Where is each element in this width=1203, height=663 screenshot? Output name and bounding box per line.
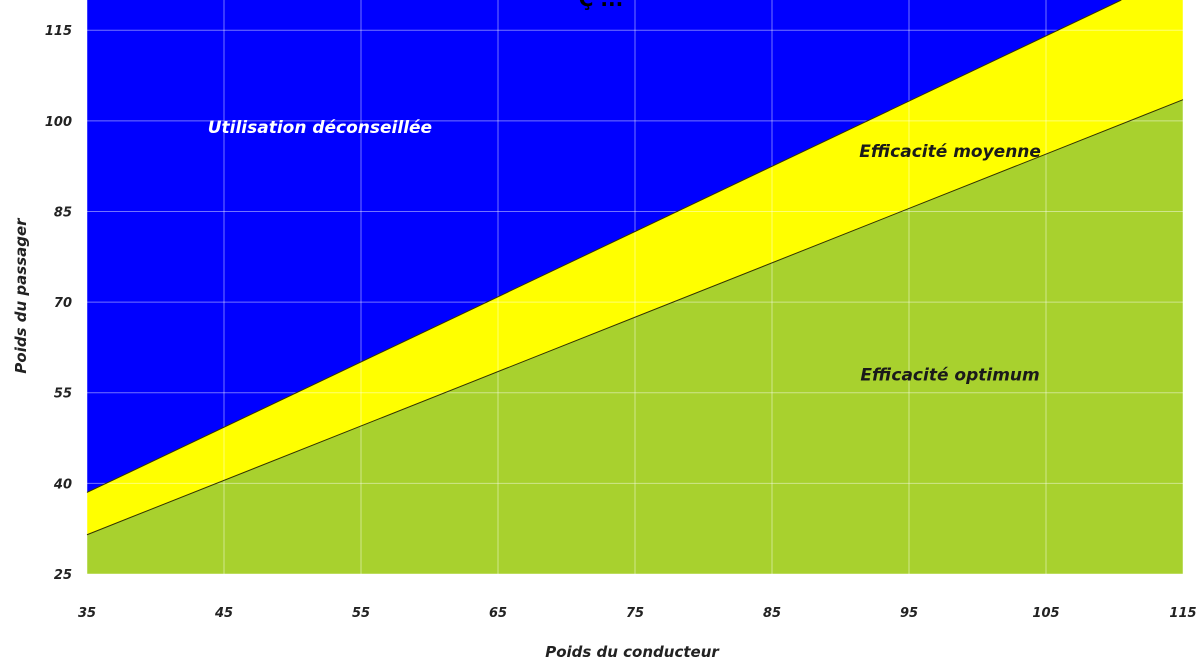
x-tick-label: 45 <box>214 606 233 621</box>
plot-area <box>86 0 1184 575</box>
x-tick-label: 85 <box>763 606 781 621</box>
x-tick-label: 75 <box>626 606 644 621</box>
label-efficacite-optimum: Efficacité optimum <box>860 366 1039 386</box>
x-tick-label: 95 <box>900 606 918 621</box>
y-axis-title: Poids du passager <box>12 217 30 374</box>
x-axis-title: Poids du conducteur <box>545 643 720 661</box>
label-efficacite-moyenne: Efficacité moyenne <box>859 142 1041 162</box>
grid-lines <box>86 0 1184 575</box>
upper-boundary-line <box>86 0 1122 493</box>
x-tick-label: 55 <box>352 606 370 621</box>
x-tick-label: 105 <box>1032 606 1059 621</box>
y-tick-label: 70 <box>54 296 72 311</box>
x-tick-label: 115 <box>1169 606 1196 621</box>
y-tick-label: 100 <box>45 115 72 130</box>
y-tick-label: 40 <box>53 477 72 492</box>
y-tick-label: 85 <box>54 205 72 220</box>
region-efficacite-moyenne <box>87 0 1183 535</box>
x-tick-label: 35 <box>78 606 96 621</box>
y-tick-label: 115 <box>45 24 72 39</box>
x-axis-ticks: 35 45 55 65 75 85 95 105 115 <box>78 606 1197 621</box>
y-tick-label: 55 <box>54 387 72 402</box>
label-utilisation-deconseillee: Utilisation déconseillée <box>208 118 432 138</box>
chart-title: Ç ... <box>579 0 623 11</box>
region-efficacite-optimum <box>87 99 1183 574</box>
y-axis-ticks: 25 40 55 70 85 100 115 <box>45 24 72 583</box>
lower-boundary-line <box>86 99 1184 536</box>
x-tick-label: 65 <box>489 606 507 621</box>
y-tick-label: 25 <box>54 568 72 583</box>
